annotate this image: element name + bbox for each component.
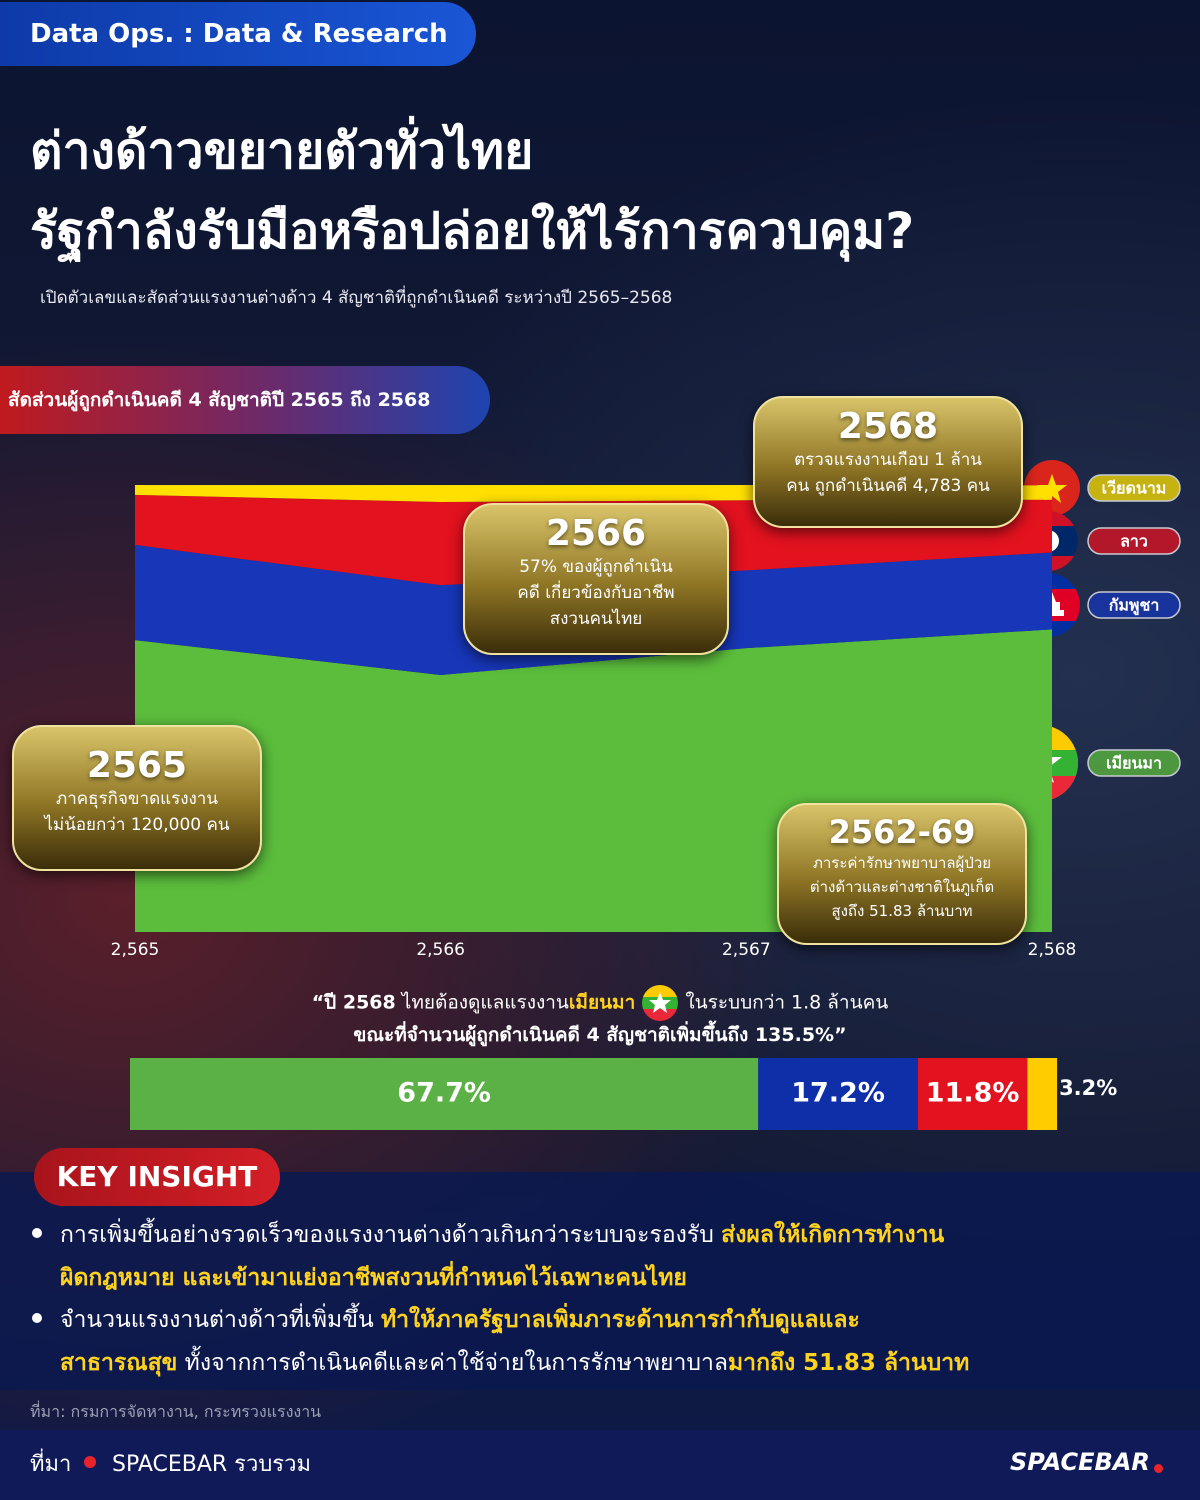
value-label: 3.2% bbox=[1059, 1076, 1117, 1100]
callout-year: 2565 bbox=[86, 745, 188, 786]
bullet-line: จำนวนแรงงานต่างด้าวที่เพิ่มขึ้น ทำให้ภาค… bbox=[60, 1302, 860, 1338]
quote-text: ไทยต้องดูแลแรงงาน bbox=[401, 991, 569, 1014]
callout-text: สงวนคนไทย bbox=[549, 609, 643, 629]
bullet-line: ผิดกฎหมาย และเข้ามาแย่งอาชีพสงวนที่กำหนด… bbox=[60, 1260, 687, 1296]
value-label: 11.8% bbox=[926, 1078, 1020, 1109]
footer-label: ที่มา bbox=[30, 1452, 72, 1477]
bullet-text: การเพิ่มขึ้นอย่างรวดเร็วของแรงงานต่างด้า… bbox=[60, 1222, 714, 1248]
callout-text: ไม่น้อยกว่า 120,000 คน bbox=[44, 815, 230, 835]
legend-label: ลาว bbox=[1120, 532, 1148, 551]
bar-segment bbox=[758, 1058, 918, 1130]
logo-dot bbox=[1154, 1464, 1163, 1473]
legend-swatch bbox=[1087, 527, 1181, 555]
title: รัฐกำลังรับมือหรือปล่อยให้ไร้การควบคุม? bbox=[30, 202, 915, 260]
x-tick-label: 2,565 bbox=[111, 940, 160, 960]
callout-text: คน ถูกดำเนินคดี 4,783 คน bbox=[786, 476, 990, 496]
x-tick-label: 2,568 bbox=[1028, 940, 1077, 960]
callout-text: คดี เกี่ยวข้องกับอาชีพ bbox=[517, 583, 675, 603]
insight-title: KEY INSIGHT bbox=[34, 1148, 280, 1206]
callout-text: 57% ของผู้ถูกดำเนิน bbox=[519, 557, 673, 577]
quote-text: เมียนมา bbox=[568, 991, 636, 1014]
callout-text: ต่างด้าวและต่างชาติในภูเก็ต bbox=[809, 878, 995, 896]
bar-segment bbox=[917, 1058, 1028, 1130]
callout-text: ภาคธุรกิจขาดแรงงาน bbox=[56, 789, 218, 809]
bullet-text: ทั้งจากการดำเนินคดีและค่าใช้จ่ายในการรัก… bbox=[184, 1350, 729, 1376]
bullet-line: การเพิ่มขึ้นอย่างรวดเร็วของแรงงานต่างด้า… bbox=[60, 1217, 944, 1253]
insight-panel bbox=[0, 1172, 1200, 1390]
callout: 2566 57% ของผู้ถูกดำเนิน คดี เกี่ยวข้องก… bbox=[463, 503, 729, 655]
callout: 2568 ตรวจแรงงานเกือบ 1 ล้าน คน ถูกดำเนิน… bbox=[753, 396, 1023, 528]
legend-swatch bbox=[1087, 749, 1181, 777]
legend-swatch bbox=[1087, 474, 1181, 502]
source: ที่มา: กรมการจัดหางาน, กระทรวงแรงงาน bbox=[30, 1402, 322, 1421]
callout-text: ตรวจแรงงานเกือบ 1 ล้าน bbox=[794, 450, 982, 470]
x-tick-label: 2,566 bbox=[416, 940, 465, 960]
logo: SPACEBAR bbox=[1010, 1448, 1150, 1476]
callout-year: 2566 bbox=[545, 513, 647, 554]
bar-segment bbox=[130, 1058, 759, 1130]
legend-label: เมียนมา bbox=[1106, 754, 1162, 773]
title: ต่างด้าวขยายตัวทั่วไทย bbox=[30, 122, 534, 180]
bullet bbox=[32, 1313, 42, 1323]
bullet-text: ผิดกฎหมาย และเข้ามาแย่งอาชีพสงวนที่กำหนด… bbox=[60, 1265, 687, 1291]
callout-text: สูงถึง 51.83 ล้านบาท bbox=[831, 902, 973, 920]
callout-year: 2568 bbox=[837, 406, 939, 447]
x-tick-label: 2,567 bbox=[722, 940, 771, 960]
footer-credit: SPACEBAR รวบรวม bbox=[112, 1452, 311, 1477]
quote-text: “ปี 2568 bbox=[311, 991, 396, 1014]
bullet-line: สาธารณสุข ทั้งจากการดำเนินคดีและค่าใช้จ่… bbox=[60, 1345, 969, 1381]
callout-year: 2562-69 bbox=[828, 813, 976, 851]
flag-myanmar bbox=[642, 985, 679, 1021]
legend-label: กัมพูชา bbox=[1109, 596, 1160, 617]
bullet-text: มากถึง 51.83 ล้านบาท bbox=[728, 1350, 970, 1376]
value-label: 67.7% bbox=[397, 1078, 491, 1109]
callout: 2562-69 ภาระค่ารักษาพยาบาลผู้ป่วย ต่างด้… bbox=[777, 803, 1027, 945]
quote-line: “ปี 2568 ไทยต้องดูแลแรงงานเมียนมา ในระบบ… bbox=[0, 984, 1200, 1022]
bar-segment bbox=[1027, 1058, 1058, 1130]
callout: 2565 ภาคธุรกิจขาดแรงงาน ไม่น้อยกว่า 120,… bbox=[12, 725, 262, 871]
chart-title: สัดส่วนผู้ถูกดำเนินคดี 4 สัญชาติปี 2565 … bbox=[0, 366, 490, 434]
quote-text: ขณะที่จำนวนผู้ถูกดำเนินคดี 4 สัญชาติเพิ่… bbox=[353, 1024, 847, 1046]
callout-text: ภาระค่ารักษาพยาบาลผู้ป่วย bbox=[812, 854, 992, 872]
subtitle: เปิดตัวเลขและสัดส่วนแรงงานต่างด้าว 4 สัญ… bbox=[40, 288, 673, 308]
bullet-text: ส่งผลให้เกิดการทำงาน bbox=[721, 1222, 945, 1248]
quote-line: ขณะที่จำนวนผู้ถูกดำเนินคดี 4 สัญชาติเพิ่… bbox=[0, 1020, 1200, 1050]
footer-dot bbox=[84, 1456, 96, 1468]
bullet bbox=[32, 1228, 42, 1238]
footer: ที่มา SPACEBAR รวบรวม SPACEBAR bbox=[0, 1430, 1200, 1500]
legend-swatch bbox=[1087, 591, 1181, 619]
bullet-text: จำนวนแรงงานต่างด้าวที่เพิ่มขึ้น bbox=[60, 1307, 374, 1333]
bullet-text: สาธารณสุข bbox=[60, 1350, 178, 1376]
value-label: 17.2% bbox=[791, 1078, 885, 1109]
header-tag: Data Ops. : Data & Research bbox=[0, 2, 476, 66]
bullet-text: ทำให้ภาครัฐบาลเพิ่มภาระด้านการกำกับดูแลแ… bbox=[380, 1307, 860, 1333]
quote-text: ในระบบกว่า 1.8 ล้านคน bbox=[685, 991, 889, 1014]
legend-label: เวียดนาม bbox=[1102, 479, 1167, 498]
